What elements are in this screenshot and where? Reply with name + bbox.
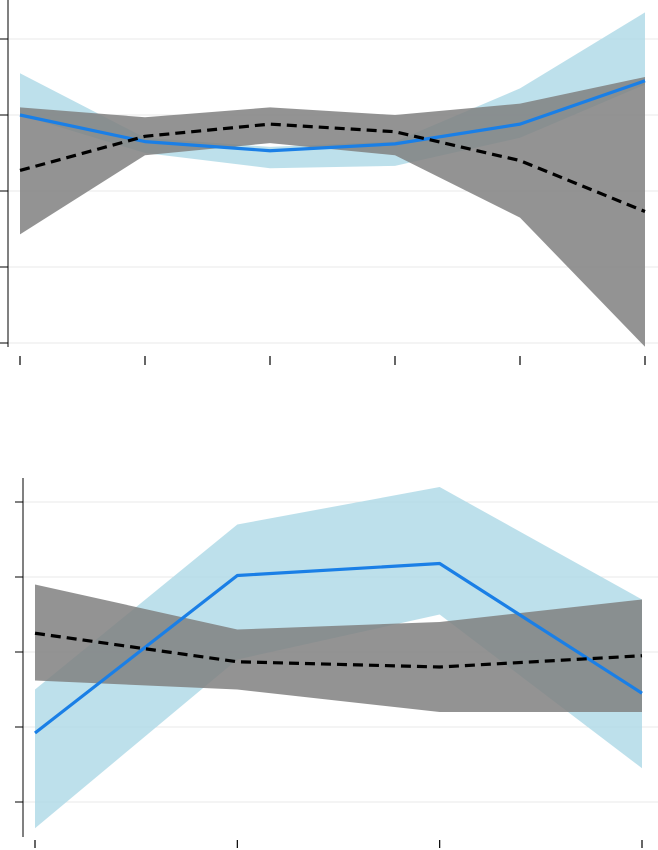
- chart-panel-2: [15, 478, 658, 848]
- series-line-solid-blue: [19, 79, 646, 153]
- confidence-band-blue: [35, 487, 642, 829]
- series-line-solid-blue: [34, 561, 643, 735]
- chart-panel-1: [0, 0, 658, 365]
- series-line-dashed-black: [19, 122, 646, 214]
- confidence-band-gray: [20, 77, 645, 347]
- confidence-band-gray: [35, 584, 642, 712]
- series-line-dashed-black: [34, 631, 643, 669]
